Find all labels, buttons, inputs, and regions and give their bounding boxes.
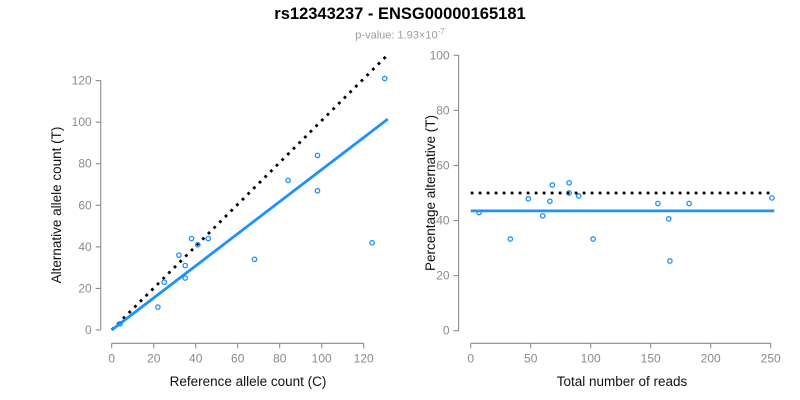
figure-title: rs12343237 - ENSG00000165181 [274, 5, 526, 23]
y-tick-label: 40 [78, 240, 92, 254]
x-tick-label: 200 [701, 351, 721, 365]
data-point [655, 200, 661, 207]
x-tick-label: 60 [231, 351, 245, 365]
data-point [381, 75, 388, 82]
x-tick-label: 50 [524, 351, 538, 365]
data-point [667, 258, 673, 264]
data-point [182, 262, 189, 269]
right-plot-area: 0 50 100 150 200 250 0 20 40 60 80 100 [430, 48, 781, 365]
y-tick-label: 20 [436, 269, 450, 283]
data-point [369, 239, 375, 246]
right-x-axis-title: Total number of reads [557, 374, 688, 389]
pvalue-text: p-value: 1.93×10 [355, 29, 438, 42]
x-tick-label: 40 [189, 351, 203, 365]
x-tick-label: 250 [761, 351, 781, 365]
x-tick-label: 0 [108, 351, 115, 365]
y-tick-label: 40 [436, 214, 450, 228]
data-point [525, 195, 532, 202]
pvalue-exponent: -7 [437, 27, 445, 36]
data-point [590, 236, 596, 242]
x-tick-label: 100 [581, 351, 601, 365]
x-tick-label: 100 [312, 351, 332, 365]
data-point [205, 235, 212, 242]
y-tick-label: 80 [78, 157, 92, 171]
data-point [547, 198, 553, 205]
identity-line [110, 53, 389, 331]
data-point [188, 235, 195, 242]
y-tick-label: 0 [443, 324, 450, 338]
left-y-axis-title: Alternative allele count (T) [49, 127, 64, 284]
data-point [155, 304, 161, 310]
right-y-axis-title: Percentage alternative (T) [423, 115, 438, 271]
data-point [194, 241, 201, 248]
y-tick-label: 20 [78, 281, 92, 295]
data-point [176, 252, 182, 259]
y-tick-label: 100 [430, 48, 450, 62]
data-point [575, 193, 582, 199]
data-point [161, 279, 168, 286]
right-panel: 0 50 100 150 200 250 0 20 40 60 80 100 Total number… [423, 48, 781, 389]
y-tick-label: 0 [85, 323, 92, 337]
x-tick-label: 20 [147, 351, 161, 365]
y-tick-label: 100 [72, 115, 92, 129]
x-tick-label: 80 [273, 351, 287, 365]
data-point [117, 320, 123, 327]
y-tick-label: 80 [436, 103, 450, 117]
x-tick-label: 0 [467, 351, 474, 365]
data-point [251, 256, 258, 263]
left-plot-area: 0 20 40 60 80 100 120 0 20 40 60 80 100 120 [72, 53, 389, 365]
x-tick-label: 150 [641, 351, 661, 365]
data-point [566, 179, 572, 186]
data-point [507, 236, 514, 242]
y-tick-label: 120 [72, 74, 92, 88]
data-point [769, 195, 775, 201]
x-tick-label: 120 [354, 351, 374, 365]
data-point [686, 200, 692, 207]
y-tick-label: 60 [78, 198, 92, 212]
data-point [314, 152, 321, 159]
y-tick-label: 60 [436, 158, 450, 172]
fit-line [110, 117, 389, 332]
data-point [182, 275, 189, 281]
left-x-axis-title: Reference allele count (C) [170, 374, 327, 389]
data-point [549, 182, 556, 188]
data-point [539, 213, 546, 219]
left-panel: 0 20 40 60 80 100 120 0 20 40 60 80 100 120 Reference… [49, 53, 389, 389]
data-point [665, 216, 672, 222]
data-point [314, 187, 321, 194]
figure-subtitle: p-value: 1.93×10-7 [0, 27, 800, 42]
data-point [285, 177, 291, 184]
